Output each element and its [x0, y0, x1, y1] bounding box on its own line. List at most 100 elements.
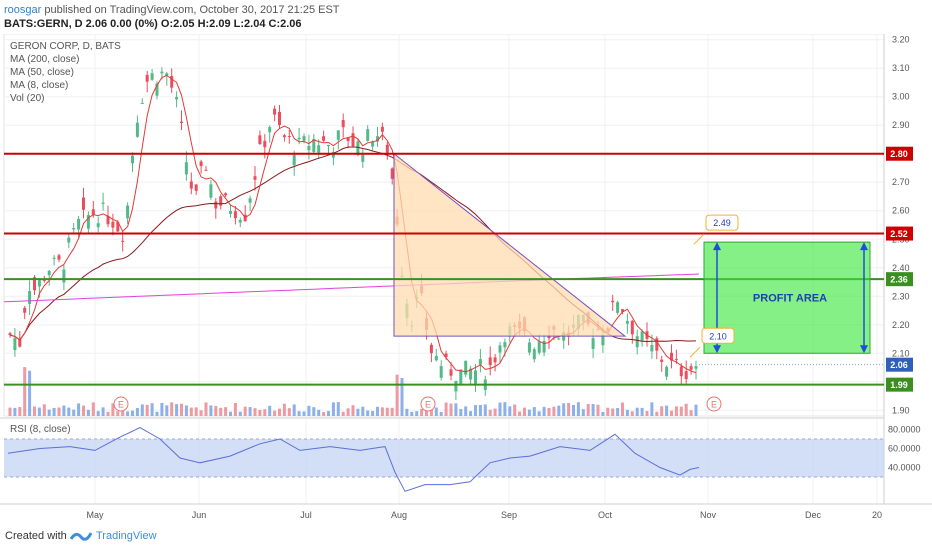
candle-body[interactable] [273, 108, 277, 115]
candle-body[interactable] [444, 353, 448, 358]
candle-body[interactable] [13, 338, 17, 351]
candle-body[interactable] [82, 197, 85, 210]
candle-body[interactable] [601, 334, 605, 346]
candle-body[interactable] [199, 161, 203, 167]
candle-body[interactable] [28, 291, 32, 304]
earnings-marker-icon[interactable] [420, 396, 436, 412]
candle-body[interactable] [140, 102, 144, 104]
candle-body[interactable] [72, 228, 76, 230]
candle-body[interactable] [131, 155, 134, 164]
candle-body[interactable] [219, 196, 223, 206]
candle-body[interactable] [621, 309, 624, 312]
candle-body[interactable] [532, 349, 536, 360]
candle-body[interactable] [145, 74, 149, 82]
candle-body[interactable] [67, 237, 71, 243]
candle-body[interactable] [204, 169, 208, 171]
candle-body[interactable] [488, 357, 492, 366]
candle-body[interactable] [542, 340, 546, 353]
candle-body[interactable] [86, 215, 90, 229]
candle-body[interactable] [106, 215, 110, 225]
candle-body[interactable] [366, 129, 370, 141]
candle-body[interactable] [376, 136, 379, 142]
candle-body[interactable] [77, 218, 81, 230]
candle-body[interactable] [474, 370, 477, 384]
candle-body[interactable] [111, 221, 115, 228]
candle-body[interactable] [23, 307, 27, 313]
candle-body[interactable] [679, 366, 683, 377]
candle-body[interactable] [258, 135, 262, 144]
candle-body[interactable] [165, 73, 169, 76]
chart-area[interactable]: 3.203.103.002.902.802.702.602.502.402.30… [0, 33, 932, 524]
candle-body[interactable] [126, 205, 130, 219]
triangle-pattern[interactable] [393, 152, 627, 337]
candle-body[interactable] [694, 366, 698, 369]
candle-body[interactable] [689, 366, 693, 370]
candle-body[interactable] [238, 219, 242, 223]
candle-body[interactable] [155, 83, 159, 96]
legend-vol[interactable]: Vol (20) [10, 93, 45, 104]
candle-body[interactable] [278, 111, 281, 126]
candle-body[interactable] [611, 300, 615, 303]
candle-body[interactable] [282, 135, 286, 138]
author-link[interactable]: roosgar [4, 4, 42, 16]
candle-body[interactable] [268, 127, 272, 133]
legend-ma8[interactable]: MA (8, close) [10, 80, 69, 91]
candle-body[interactable] [361, 154, 365, 162]
candle-body[interactable] [670, 352, 673, 361]
candle-body[interactable] [322, 136, 326, 141]
callout-box[interactable] [705, 214, 739, 231]
candle-body[interactable] [660, 359, 664, 362]
candle-body[interactable] [625, 320, 629, 324]
candle-body[interactable] [464, 360, 468, 375]
candle-body[interactable] [371, 141, 375, 147]
candle-body[interactable] [478, 359, 482, 365]
candle-body[interactable] [312, 139, 316, 152]
candle-body[interactable] [385, 144, 389, 153]
candle-body[interactable] [439, 366, 443, 378]
candle-body[interactable] [170, 76, 174, 88]
candle-body[interactable] [101, 202, 105, 204]
candle-body[interactable] [307, 145, 311, 151]
candle-body[interactable] [537, 341, 541, 353]
candle-body[interactable] [287, 135, 291, 137]
candle-body[interactable] [655, 338, 659, 351]
candle-body[interactable] [121, 240, 125, 242]
candle-body[interactable] [47, 270, 51, 276]
candle-body[interactable] [292, 154, 296, 166]
candle-body[interactable] [42, 279, 46, 281]
candle-body[interactable] [8, 333, 12, 335]
candle-body[interactable] [214, 201, 218, 209]
candle-body[interactable] [189, 181, 193, 189]
candle-body[interactable] [434, 355, 438, 361]
candle-body[interactable] [459, 369, 463, 384]
legend-ma50[interactable]: MA (50, close) [10, 67, 74, 78]
candle-body[interactable] [116, 222, 120, 232]
candle-body[interactable] [557, 338, 561, 340]
candle-body[interactable] [91, 209, 95, 215]
candle-body[interactable] [297, 137, 301, 140]
candle-body[interactable] [96, 223, 100, 228]
candle-body[interactable] [674, 358, 678, 360]
candle-body[interactable] [390, 168, 394, 179]
tradingview-link[interactable]: TradingView [96, 530, 157, 542]
candle-body[interactable] [209, 184, 213, 198]
price-chart-svg[interactable]: 3.203.103.002.902.802.702.602.502.402.30… [0, 33, 932, 524]
candle-body[interactable] [57, 255, 61, 260]
candle-body[interactable] [160, 71, 164, 74]
candle-body[interactable] [336, 130, 340, 140]
candle-body[interactable] [194, 184, 198, 191]
candle-body[interactable] [527, 342, 531, 353]
candle-body[interactable] [650, 345, 654, 352]
candle-body[interactable] [640, 331, 644, 341]
candle-body[interactable] [454, 380, 458, 392]
candle-body[interactable] [253, 176, 257, 180]
callout-box[interactable] [701, 327, 735, 344]
candle-body[interactable] [135, 122, 139, 137]
candle-body[interactable] [62, 269, 66, 283]
candle-body[interactable] [248, 198, 252, 203]
candle-body[interactable] [635, 336, 639, 348]
candle-body[interactable] [630, 320, 634, 335]
candle-body[interactable] [327, 144, 330, 147]
candle-body[interactable] [233, 211, 237, 219]
candle-body[interactable] [263, 140, 267, 148]
